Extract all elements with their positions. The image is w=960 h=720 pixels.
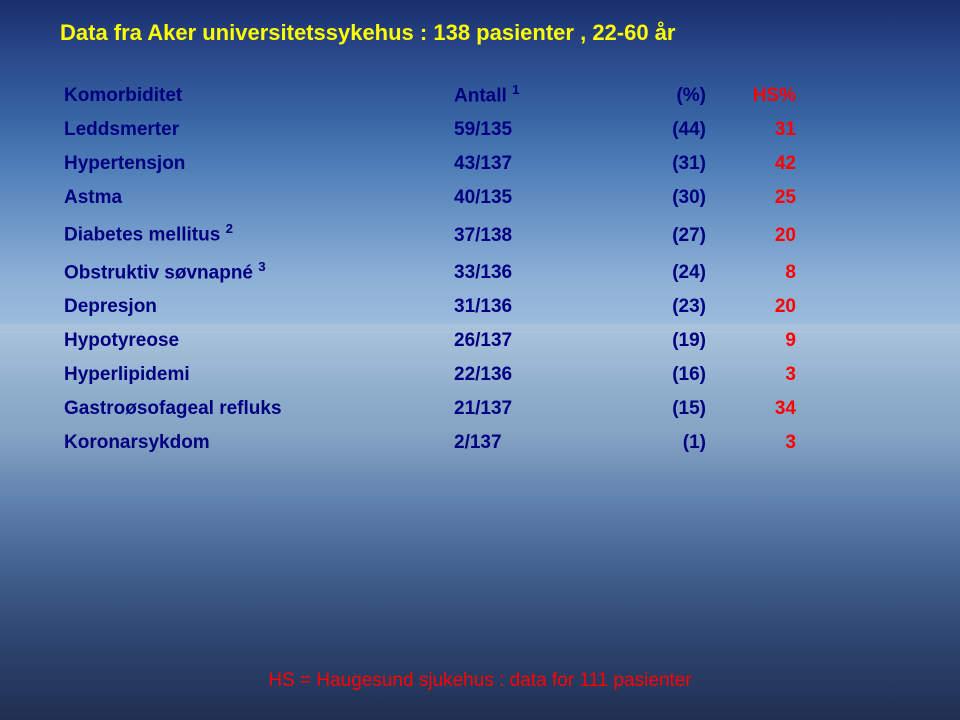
row-pct: (15) — [620, 392, 710, 426]
row-antall: 21/137 — [450, 392, 620, 426]
table-row: Depresjon 31/136 (23) 20 — [60, 290, 800, 324]
table-row: Diabetes mellitus 2 37/138 (27) 20 — [60, 215, 800, 252]
row-antall: 2/137 — [450, 426, 620, 460]
table-row: Koronarsykdom 2/137 (1) 3 — [60, 426, 800, 460]
row-pct: (24) — [620, 253, 710, 290]
row-hs: 20 — [710, 215, 800, 252]
table-row: Gastroøsofageal refluks 21/137 (15) 34 — [60, 392, 800, 426]
row-hs: 31 — [710, 113, 800, 147]
row-label: Obstruktiv søvnapné 3 — [60, 253, 450, 290]
row-pct: (23) — [620, 290, 710, 324]
header-antall: Antall 1 — [450, 74, 620, 113]
row-pct: (30) — [620, 181, 710, 215]
table-row: Hyperlipidemi 22/136 (16) 3 — [60, 358, 800, 392]
row-label: Gastroøsofageal refluks — [60, 392, 450, 426]
row-pct: (1) — [620, 426, 710, 460]
slide-title: Data fra Aker universitetssykehus : 138 … — [60, 20, 920, 46]
header-antall-sup: 1 — [512, 82, 519, 97]
row-label: Depresjon — [60, 290, 450, 324]
row-label: Hypertensjon — [60, 147, 450, 181]
row-antall: 43/137 — [450, 147, 620, 181]
row-label: Koronarsykdom — [60, 426, 450, 460]
row-label: Hypotyreose — [60, 324, 450, 358]
row-hs: 34 — [710, 392, 800, 426]
table-row: Obstruktiv søvnapné 3 33/136 (24) 8 — [60, 253, 800, 290]
row-antall: 40/135 — [450, 181, 620, 215]
row-antall: 31/136 — [450, 290, 620, 324]
row-pct: (27) — [620, 215, 710, 252]
row-antall: 33/136 — [450, 253, 620, 290]
table-row: Leddsmerter 59/135 (44) 31 — [60, 113, 800, 147]
row-label: Hyperlipidemi — [60, 358, 450, 392]
row-pct: (31) — [620, 147, 710, 181]
row-label: Leddsmerter — [60, 113, 450, 147]
table-row: Astma 40/135 (30) 25 — [60, 181, 800, 215]
header-hs: HS% — [710, 74, 800, 113]
data-table: Komorbiditet Antall 1 (%) HS% Leddsmerte… — [60, 74, 800, 460]
row-pct: (44) — [620, 113, 710, 147]
row-hs: 3 — [710, 358, 800, 392]
slide-content: Data fra Aker universitetssykehus : 138 … — [0, 0, 960, 720]
row-hs: 42 — [710, 147, 800, 181]
row-hs: 9 — [710, 324, 800, 358]
row-pct: (19) — [620, 324, 710, 358]
footer-note: HS = Haugesund sjukehus : data for 111 p… — [0, 670, 960, 692]
row-antall: 26/137 — [450, 324, 620, 358]
table-row: Hypotyreose 26/137 (19) 9 — [60, 324, 800, 358]
table-header-row: Komorbiditet Antall 1 (%) HS% — [60, 74, 800, 113]
row-label: Diabetes mellitus 2 — [60, 215, 450, 252]
header-pct: (%) — [620, 74, 710, 113]
header-antall-text: Antall — [454, 85, 507, 106]
row-label: Astma — [60, 181, 450, 215]
row-antall: 22/136 — [450, 358, 620, 392]
table-row: Hypertensjon 43/137 (31) 42 — [60, 147, 800, 181]
row-hs: 8 — [710, 253, 800, 290]
row-pct: (16) — [620, 358, 710, 392]
row-antall: 37/138 — [450, 215, 620, 252]
header-komorbiditet: Komorbiditet — [60, 74, 450, 113]
row-hs: 20 — [710, 290, 800, 324]
row-hs: 3 — [710, 426, 800, 460]
row-hs: 25 — [710, 181, 800, 215]
row-antall: 59/135 — [450, 113, 620, 147]
